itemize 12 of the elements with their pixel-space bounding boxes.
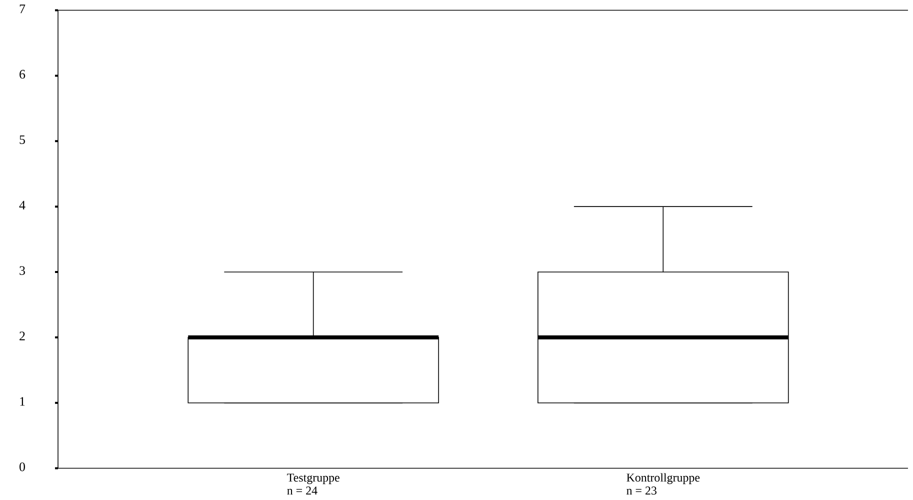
- text: n = 24: [287, 486, 318, 494]
- x-tick-label: Kontrollgruppe: [626, 473, 700, 484]
- y-tick-label: 1: [20, 396, 25, 406]
- y-tick-label: 2: [20, 331, 25, 340]
- y-tick-label: 7: [20, 4, 26, 13]
- y-tick-label: 6: [20, 70, 26, 78]
- y-tick-label: 4: [19, 200, 26, 210]
- y-tick-label: 5: [20, 135, 25, 144]
- y-tick-label: 3: [20, 266, 25, 275]
- x-tick-label: Testgruppe: [287, 474, 340, 484]
- y-tick-label: 0: [20, 462, 26, 472]
- text: n = 23: [626, 486, 656, 494]
